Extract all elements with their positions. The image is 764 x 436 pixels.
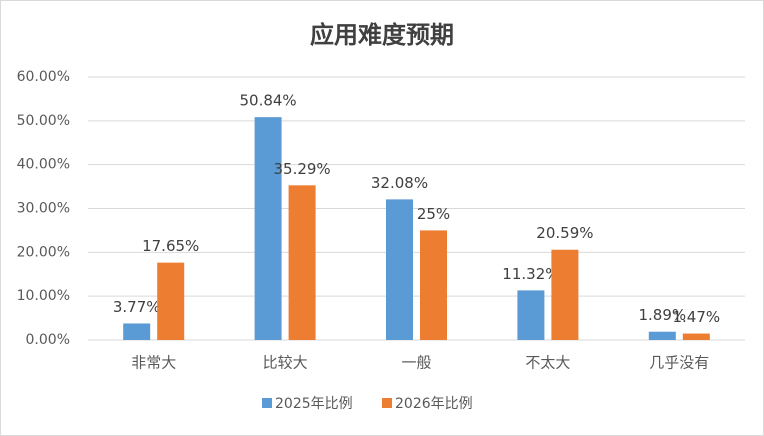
x-tick-label: 一般 xyxy=(401,354,431,372)
bar xyxy=(682,333,710,340)
bar xyxy=(288,185,316,340)
legend-label: 2026年比例 xyxy=(395,396,473,412)
y-tick-label: 30.00% xyxy=(17,201,70,217)
value-label: 1.47% xyxy=(672,308,720,326)
bar xyxy=(157,262,185,340)
legend-label: 2025年比例 xyxy=(275,396,353,412)
value-label: 32.08% xyxy=(371,174,428,192)
bar xyxy=(254,117,282,340)
value-label: 35.29% xyxy=(273,160,330,178)
value-label: 11.32% xyxy=(502,265,559,283)
bar xyxy=(123,323,151,340)
chart-title: 应用难度预期 xyxy=(310,21,454,49)
y-tick-label: 40.00% xyxy=(17,157,70,173)
y-tick-label: 60.00% xyxy=(17,69,70,85)
bar xyxy=(551,249,579,340)
value-label: 3.77% xyxy=(113,298,161,316)
x-tick-label: 比较大 xyxy=(263,354,308,372)
value-label: 20.59% xyxy=(536,224,593,242)
x-tick-label: 不太大 xyxy=(525,354,570,372)
legend-swatch xyxy=(262,398,272,408)
value-label: 1.89% xyxy=(638,306,686,324)
value-label: 17.65% xyxy=(142,237,199,255)
x-tick-label: 非常大 xyxy=(131,354,176,372)
x-tick-label: 几乎没有 xyxy=(649,354,709,372)
legend-swatch xyxy=(382,398,392,408)
value-label: 50.84% xyxy=(239,92,296,110)
y-tick-label: 10.00% xyxy=(17,288,70,304)
bar xyxy=(420,230,447,340)
y-tick-label: 50.00% xyxy=(17,113,70,129)
bar xyxy=(648,331,676,340)
y-tick-label: 0.00% xyxy=(26,332,70,348)
y-tick-label: 20.00% xyxy=(17,244,70,260)
bar xyxy=(386,199,413,340)
value-label: 25% xyxy=(417,205,450,223)
bar xyxy=(517,290,545,340)
